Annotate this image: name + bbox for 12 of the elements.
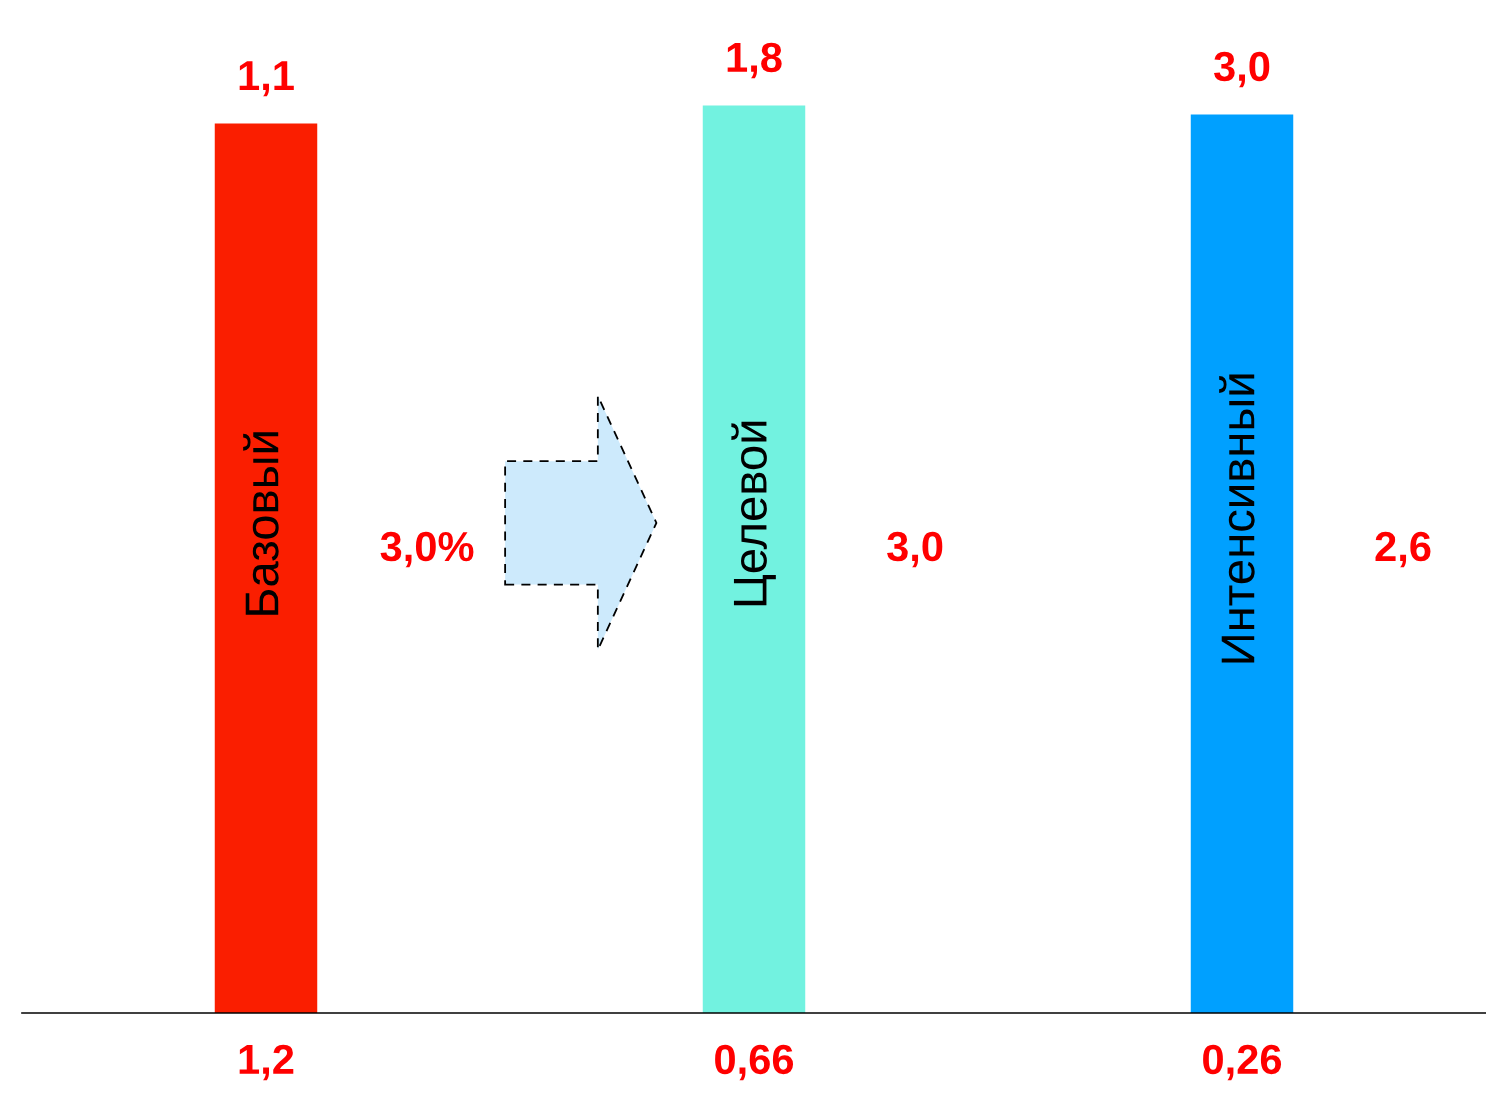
text: 3,0 [1214,51,1270,88]
x-tick-label: Базовый [243,432,279,615]
text: 1,1 [239,61,294,97]
annotation: 3,0% [380,531,474,568]
x-tick-label: Интенсивный [1219,374,1255,663]
text: 1,2 [239,1044,294,1081]
text: 0,66 [715,1044,794,1081]
annotation: 3,0 [887,531,943,568]
x-tick-label: Целевой [731,421,776,606]
text: 0,26 [1203,1044,1282,1081]
text: 1,8 [727,42,782,79]
annotation: 2,6 [1375,531,1431,568]
